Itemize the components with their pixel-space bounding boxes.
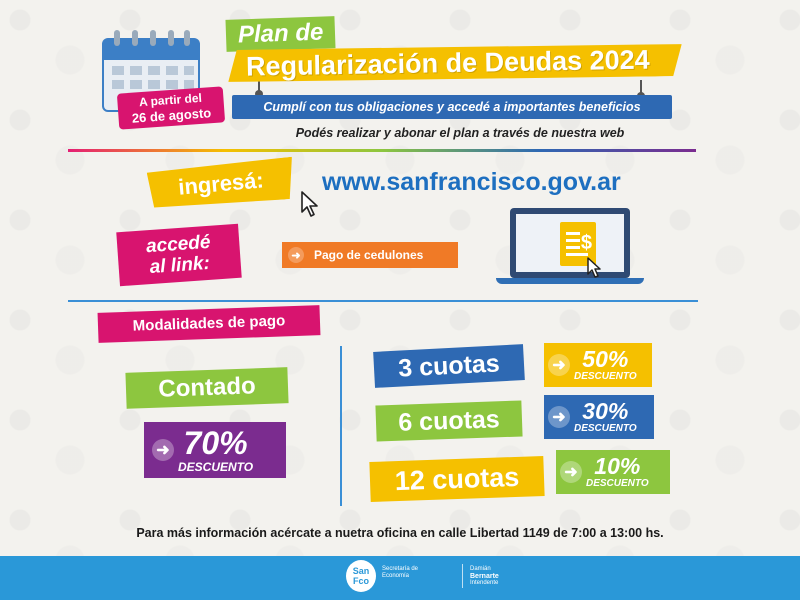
logo-line1: San <box>352 566 370 576</box>
discount-label: DESCUENTO <box>574 371 637 382</box>
pin-icon <box>255 78 263 98</box>
receipt-icon: $ <box>560 222 596 266</box>
website-link[interactable]: www.sanfrancisco.gov.ar <box>322 168 621 196</box>
discount-label: DESCUENTO <box>586 478 649 489</box>
cursor-arrow-icon <box>587 257 601 278</box>
arrow-right-icon: ➜ <box>152 439 174 461</box>
secretaria-text: Secretaría de Economía <box>382 566 434 580</box>
title-small: Plan de <box>225 16 336 52</box>
discount-label: DESCUENTO <box>574 423 637 434</box>
web-line: Podés realizar y abonar el plan a través… <box>295 126 625 140</box>
cuotas-3-discount-badge: ➜ 50% DESCUENTO <box>544 343 652 387</box>
discount-percent: 70% <box>183 425 248 461</box>
subtitle-bar: Cumplí con tus obligaciones y accedé a i… <box>232 95 672 119</box>
arrow-right-icon: ➜ <box>560 461 582 483</box>
intendente-line3: Intendente <box>470 580 499 586</box>
discount-percent: 30% <box>582 398 629 424</box>
discount-label: DESCUENTO <box>178 460 254 474</box>
pago-cedulones-label: Pago de cedulones <box>314 248 424 262</box>
discount-percent: 10% <box>594 453 641 479</box>
cuotas-6-label: 6 cuotas <box>375 400 523 442</box>
accede-label: accedé al link: <box>116 223 242 287</box>
start-date-badge: A partir del 26 de agosto <box>116 86 226 130</box>
arrow-right-icon: ➜ <box>288 247 304 263</box>
divider <box>68 149 696 152</box>
contado-discount-badge: ➜ 70% DESCUENTO <box>144 422 286 478</box>
sanfco-logo: San Fco <box>346 560 376 592</box>
footer-divider <box>462 564 463 588</box>
vertical-divider <box>340 346 342 506</box>
secretaria-line1: Secretaría de <box>382 566 419 572</box>
contado-label: Contado <box>125 367 289 409</box>
cuotas-12-label: 12 cuotas <box>369 455 545 503</box>
cuotas-12-discount-badge: ➜ 10% DESCUENTO <box>556 450 670 494</box>
secretaria-line2: Economía <box>382 573 410 579</box>
intendente-line2: Bernarte <box>470 573 499 580</box>
logo-line2: Fco <box>352 576 369 586</box>
pin-icon <box>637 80 645 100</box>
pago-cedulones-button[interactable]: ➜ Pago de cedulones <box>282 242 458 268</box>
cursor-arrow-icon <box>301 191 318 217</box>
cuotas-6-discount-badge: ➜ 30% DESCUENTO <box>544 395 654 439</box>
arrow-right-icon: ➜ <box>548 354 570 376</box>
arrow-right-icon: ➜ <box>548 406 570 428</box>
footer-bar <box>0 556 800 600</box>
laptop-base <box>496 278 644 284</box>
intendente-line1: Damián <box>470 566 491 572</box>
discount-percent: 50% <box>582 346 629 372</box>
info-text: Para más información acércate a nuetra o… <box>136 526 664 540</box>
intendente-text: Damián Bernarte Intendente <box>470 566 520 587</box>
divider <box>68 300 698 302</box>
laptop-icon: $ <box>510 208 630 278</box>
